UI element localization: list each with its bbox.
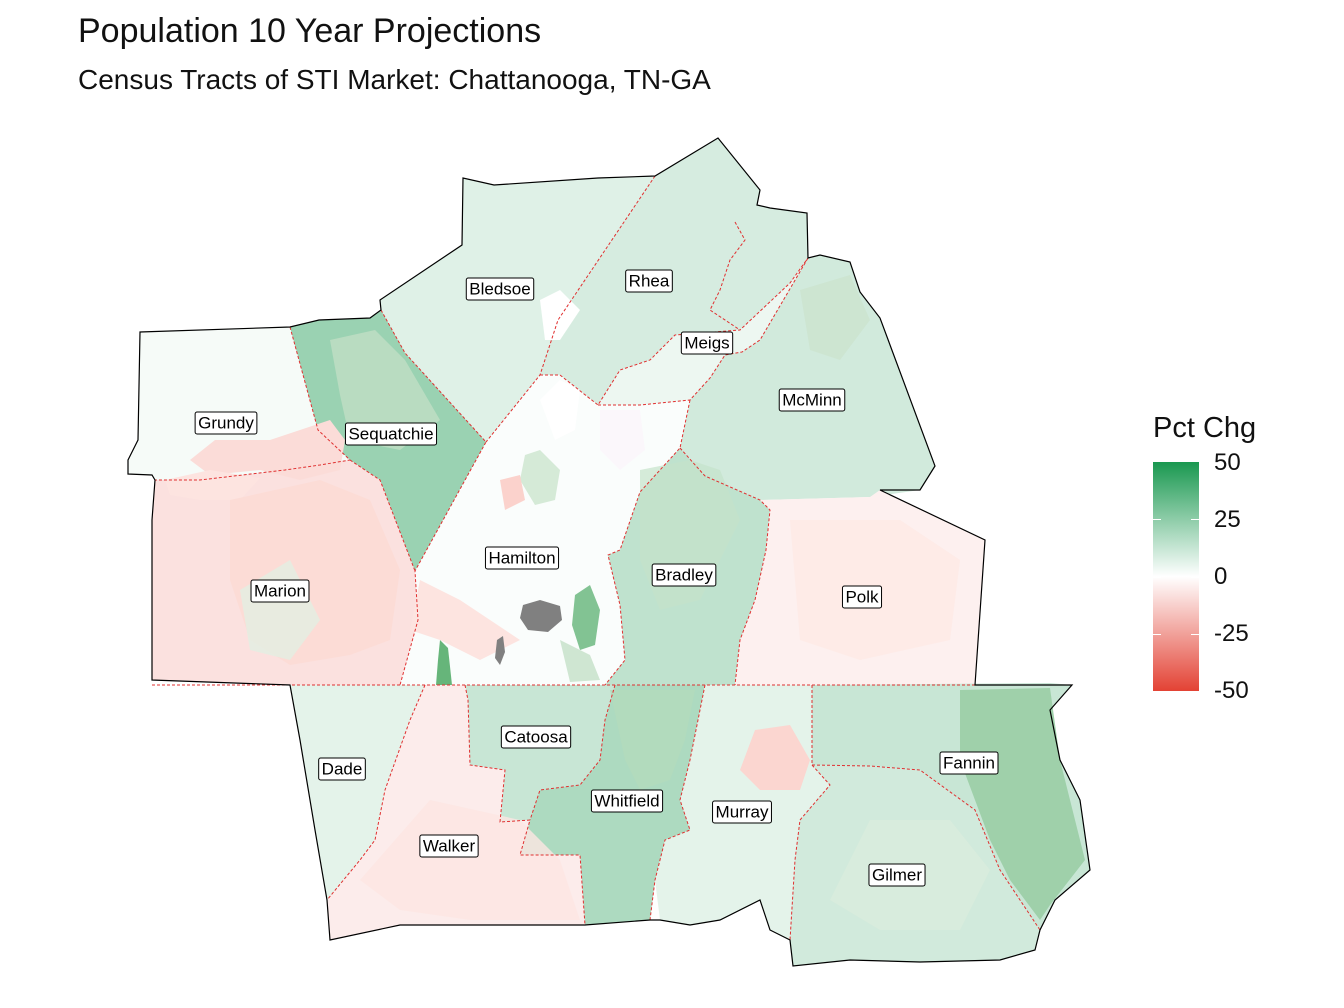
county-label-catoosa: Catoosa [500, 725, 572, 749]
legend-tick-label: 0 [1214, 563, 1228, 590]
county-label-marion: Marion [250, 579, 310, 603]
county-label-walker: Walker [419, 834, 479, 858]
county-label-gilmer: Gilmer [868, 863, 926, 887]
svg-text:Sequatchie: Sequatchie [348, 425, 433, 444]
svg-text:Fannin: Fannin [943, 754, 995, 773]
legend-tick-label: -25 [1214, 620, 1249, 647]
legend-tick-mark [1191, 576, 1199, 578]
svg-text:Whitfield: Whitfield [594, 792, 659, 811]
county-label-grundy: Grundy [194, 411, 258, 435]
county-label-rhea: Rhea [625, 269, 673, 293]
missing-data-tract [495, 636, 505, 665]
county-dade [290, 685, 425, 900]
svg-text:Meigs: Meigs [684, 334, 729, 353]
svg-text:Bledsoe: Bledsoe [469, 280, 530, 299]
county-rhea [540, 138, 808, 405]
legend-tick-label: 25 [1214, 506, 1241, 533]
map-subtitle: Census Tracts of STI Market: Chattanooga… [78, 64, 711, 95]
tract-shading [165, 275, 1085, 930]
map-title: Population 10 Year Projections [78, 12, 542, 50]
legend-tick-mark [1191, 519, 1199, 521]
market-outline [127, 137, 1091, 967]
svg-text:Rhea: Rhea [629, 272, 670, 291]
missing-data-tract [520, 600, 562, 632]
county-label-bradley: Bradley [651, 563, 717, 587]
svg-text:McMinn: McMinn [782, 391, 842, 410]
county-meigs [598, 258, 808, 405]
legend-tick-label: 50 [1214, 449, 1241, 476]
svg-text:Bradley: Bradley [655, 566, 713, 585]
svg-text:Marion: Marion [254, 582, 306, 601]
svg-text:Murray: Murray [716, 803, 769, 822]
legend-tick-mark [1153, 633, 1161, 635]
county-label-meigs: Meigs [680, 331, 734, 355]
county-mcminn [680, 255, 935, 500]
svg-text:Polk: Polk [845, 588, 879, 607]
county-label-mcminn: McMinn [778, 388, 846, 412]
svg-text:Grundy: Grundy [198, 414, 254, 433]
county-label-hamilton: Hamilton [484, 546, 560, 570]
county-label-dade: Dade [318, 757, 366, 781]
legend-tick-mark [1153, 519, 1161, 521]
svg-text:Gilmer: Gilmer [872, 866, 922, 885]
county-label-bledsoe: Bledsoe [465, 277, 535, 301]
svg-text:Walker: Walker [423, 837, 476, 856]
county-label-murray: Murray [712, 800, 772, 824]
legend-tick-label: -50 [1214, 677, 1249, 704]
county-catoosa [465, 685, 615, 822]
county-label-sequatchie: Sequatchie [344, 422, 438, 446]
svg-text:Hamilton: Hamilton [488, 549, 555, 568]
legend-tick-mark [1153, 576, 1161, 578]
county-label-polk: Polk [841, 585, 883, 609]
county-boundaries [152, 175, 1072, 941]
svg-text:Catoosa: Catoosa [504, 728, 568, 747]
county-bledsoe [380, 176, 655, 442]
legend-title: Pct Chg [1153, 412, 1257, 444]
svg-text:Dade: Dade [322, 760, 363, 779]
county-label-whitfield: Whitfield [590, 789, 664, 813]
county-label-fannin: Fannin [939, 751, 999, 775]
legend-tick-mark [1191, 633, 1199, 635]
